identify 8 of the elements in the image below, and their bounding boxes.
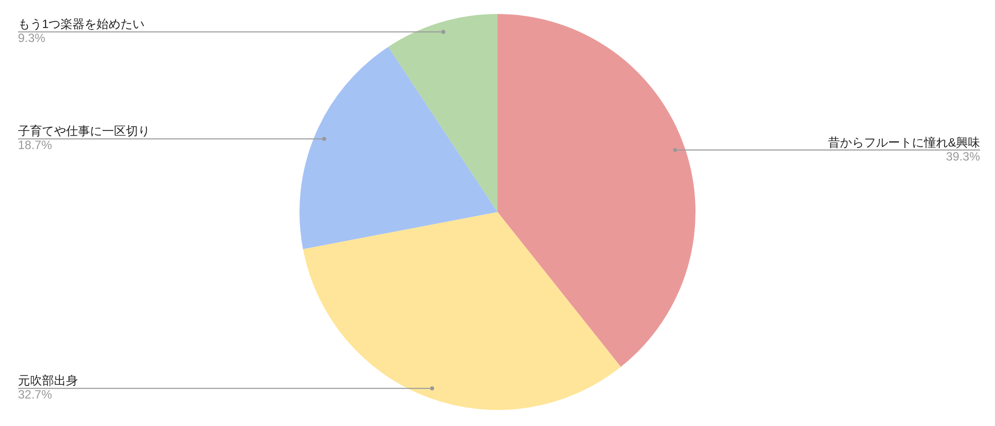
data-label: 39.3% (946, 149, 980, 164)
slice-label: もう1つ楽器を始めたい (18, 17, 145, 32)
data-label: 32.7% (18, 388, 52, 402)
data-label: 9.3% (18, 31, 46, 46)
slice-label: 昔からフルートに憧れ&興味 (828, 135, 980, 150)
slice-label: 子育てや仕事に一区切り (18, 124, 150, 138)
data-label: 18.7% (18, 138, 52, 152)
slice-label: 元吹部出身 (18, 374, 78, 388)
